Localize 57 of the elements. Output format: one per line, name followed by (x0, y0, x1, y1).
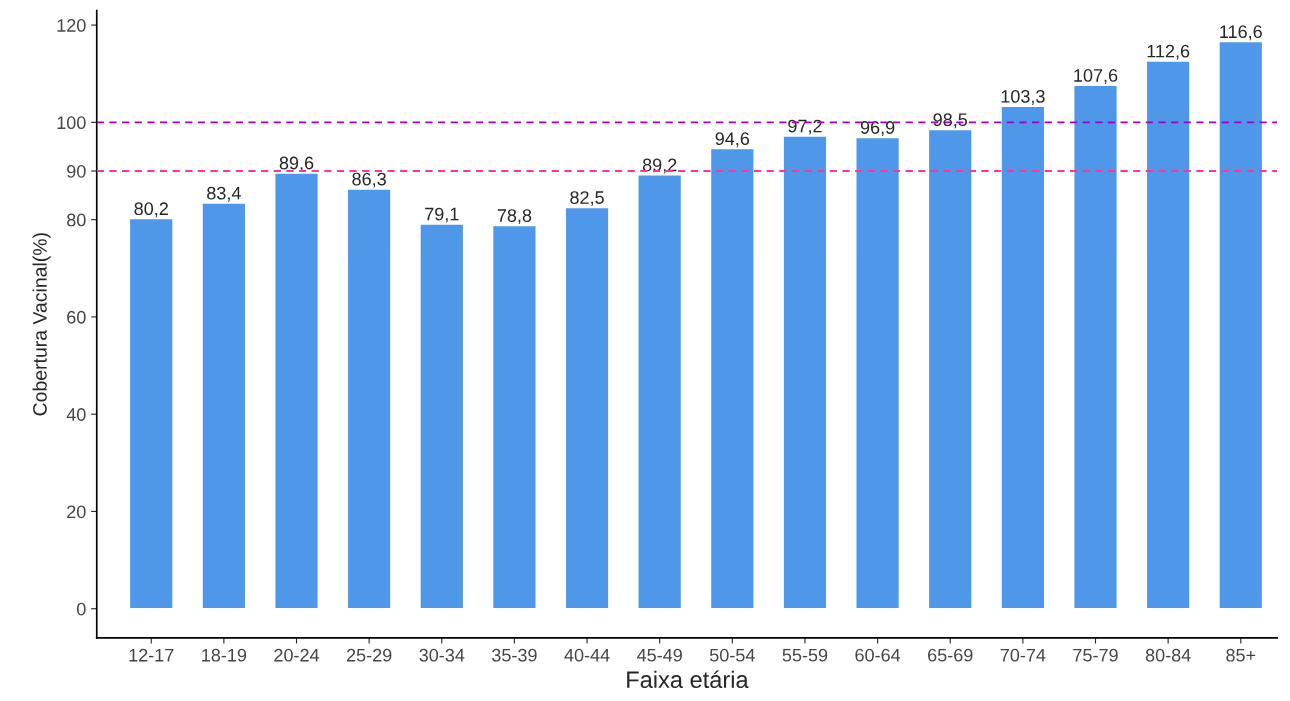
x-tick-label: 55-59 (782, 648, 828, 662)
y-tick-label: 120 (57, 19, 86, 32)
y-tick-label: 0 (77, 602, 86, 616)
data-label: 97,2 (788, 119, 822, 135)
bar (491, 224, 537, 610)
data-label: 83,4 (207, 186, 241, 202)
y-tick-label: 100 (57, 116, 86, 130)
y-tick-label: 40 (66, 408, 86, 421)
bar (1218, 40, 1264, 610)
data-label: 89,6 (279, 156, 314, 172)
x-tick-label: 25-29 (346, 648, 392, 662)
x-tick-label: 85+ (1226, 648, 1256, 662)
data-label: 94,6 (715, 132, 750, 148)
x-tick-label: 60-64 (855, 648, 901, 662)
x-tick-label: 75-79 (1073, 648, 1118, 662)
data-label: 103,3 (1001, 89, 1045, 105)
data-label: 86,3 (352, 172, 386, 188)
y-axis-title: Cobertura Vacinal(%) (32, 233, 51, 416)
bar (274, 172, 319, 610)
x-tick-label: 80-84 (1145, 648, 1191, 662)
x-tick-label: 65-69 (928, 648, 973, 662)
bar (128, 217, 174, 610)
data-label: 107,6 (1074, 69, 1118, 84)
x-tick-label: 18-19 (202, 648, 247, 662)
x-tick-label: 35-39 (492, 648, 537, 662)
x-tick-label: 50-54 (709, 648, 755, 662)
data-label: 116,6 (1220, 25, 1262, 41)
bar (637, 174, 683, 610)
bar (1073, 84, 1118, 610)
bar (419, 223, 465, 610)
bar (1000, 105, 1046, 610)
bar (346, 188, 392, 610)
data-label: 78,8 (497, 209, 532, 225)
x-tick-label: 20-24 (274, 648, 320, 662)
x-tick-label: 45-49 (637, 648, 682, 662)
x-axis-title: Faixa etária (627, 670, 749, 689)
x-tick-label: 70-74 (1000, 648, 1046, 662)
bar (927, 128, 973, 610)
bar (855, 136, 901, 610)
bar (782, 135, 828, 610)
data-label: 79,1 (425, 207, 459, 223)
x-tick-label: 30-34 (419, 648, 465, 662)
y-tick-label: 80 (67, 213, 86, 227)
x-tick-label: 12-17 (129, 648, 174, 662)
bar (1145, 60, 1191, 610)
y-tick-label: 20 (67, 505, 86, 519)
bar (201, 202, 247, 610)
bar (709, 147, 755, 610)
data-label: 98,5 (933, 113, 968, 129)
data-label: 80,2 (134, 202, 168, 218)
y-tick-label: 90 (67, 164, 86, 178)
data-label: 112,6 (1147, 44, 1190, 60)
bar (564, 206, 610, 610)
data-label: 96,9 (860, 121, 895, 137)
data-label: 82,5 (570, 191, 604, 207)
y-tick-label: 60 (67, 310, 86, 324)
x-tick-label: 40-44 (564, 648, 610, 662)
